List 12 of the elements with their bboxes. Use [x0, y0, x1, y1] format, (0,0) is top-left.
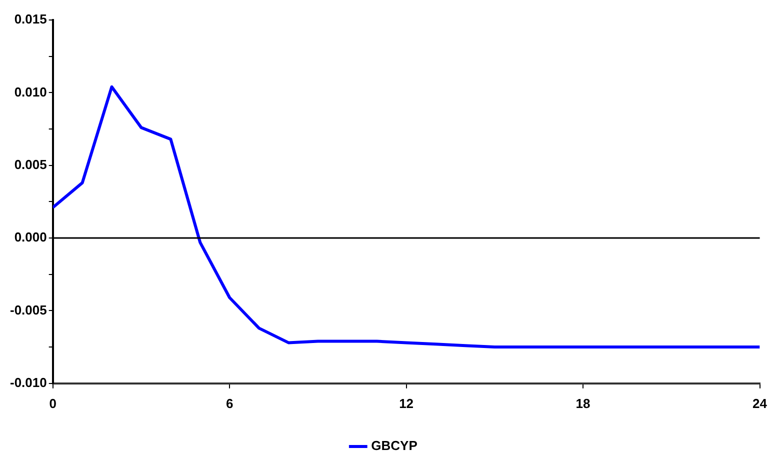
y-tick-label: -0.005: [10, 302, 47, 318]
y-tick-label: -0.010: [10, 374, 47, 390]
legend-label: GBCYP: [371, 438, 418, 454]
x-tick-label: 12: [399, 396, 414, 411]
y-tick-label: 0.000: [14, 230, 47, 245]
x-tick-label: 6: [226, 396, 234, 411]
x-tick-label: 0: [49, 396, 56, 411]
x-tick-label: 18: [576, 396, 590, 411]
y-tick-label: 0.010: [14, 84, 47, 100]
y-tick-label: 0.005: [14, 156, 47, 172]
x-tick-label: 24: [752, 396, 768, 411]
y-tick-label: 0.015: [14, 12, 47, 27]
